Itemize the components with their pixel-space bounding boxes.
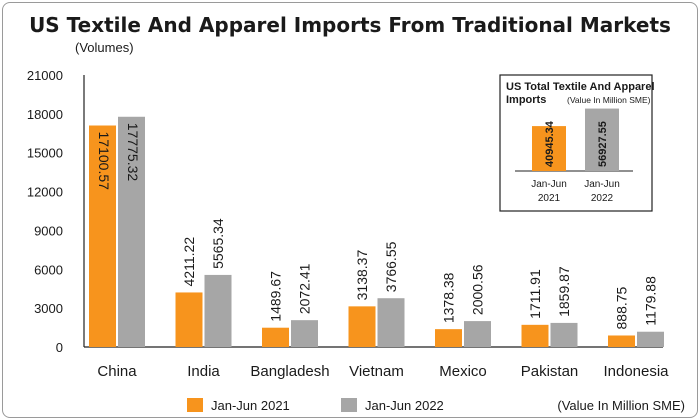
y-tick-label: 15000 — [27, 146, 63, 161]
legend-swatch-2022 — [341, 398, 357, 412]
bar-indonesia-2022 — [637, 331, 664, 347]
y-tick-label: 12000 — [27, 185, 63, 200]
bar-value-label: 17775.32 — [125, 123, 141, 182]
inset-category-label-line2: 2022 — [591, 193, 614, 204]
unit-label: (Volumes) — [75, 40, 134, 55]
inset-title-line2: Imports — [506, 94, 546, 106]
inset-bar-2022 — [585, 108, 619, 171]
bar-value-label: 4211.22 — [181, 237, 197, 287]
inset-category-label-line1: Jan-Jun — [584, 179, 620, 190]
bar-value-label: 1179.88 — [643, 276, 659, 326]
bar-china-2022 — [118, 116, 145, 348]
x-category-label: Pakistan — [521, 363, 579, 380]
legend-label-2021: Jan-Jun 2021 — [211, 398, 290, 413]
legend-label-2022: Jan-Jun 2022 — [365, 398, 444, 413]
y-ticks: 0 3000 6000 9000 12000 15000 18000 21000 — [27, 68, 63, 355]
inset-box — [499, 74, 653, 212]
inset-category-label-line2: 2021 — [538, 193, 561, 204]
bar-indonesia-2021 — [608, 335, 635, 347]
inset-subtitle: (Value In Million SME) — [567, 95, 651, 105]
bar-mexico-2021 — [435, 329, 462, 347]
inset-bars-group: 40945.34 Jan-Jun 2021 56927.55 Jan-Jun 2022 — [531, 108, 620, 204]
bars-group: 17100.57 17775.32 4211.22 5565.34 1489.67 207… — [89, 116, 664, 348]
inset-bar-value-label: 56927.55 — [597, 121, 609, 167]
bar-vietnam-2021 — [348, 306, 376, 347]
y-tick-label: 18000 — [27, 107, 63, 122]
value-note: (Value In Million SME) — [557, 398, 685, 413]
inset-bar-value-label: 40945.34 — [544, 120, 556, 167]
x-category-label: China — [97, 363, 137, 380]
bar-india-2021 — [175, 292, 203, 347]
inset-bar-2021 — [532, 126, 566, 171]
bar-value-label: 1378.38 — [441, 272, 457, 323]
y-tick-label: 9000 — [34, 223, 63, 238]
bar-value-label: 1711.91 — [527, 269, 543, 319]
bar-value-label: 3138.37 — [354, 250, 370, 301]
bar-mexico-2022 — [464, 321, 491, 347]
bar-value-label: 1859.87 — [556, 266, 572, 317]
x-category-label: Vietnam — [349, 363, 404, 380]
bar-value-label: 2072.41 — [297, 263, 313, 314]
x-category-label: India — [187, 363, 220, 380]
y-tick-label: 0 — [56, 340, 63, 355]
bar-value-label: 17100.57 — [96, 132, 112, 191]
bar-pakistan-2022 — [550, 322, 578, 347]
bar-china-2021 — [89, 125, 116, 348]
bar-value-label: 5565.34 — [210, 218, 226, 269]
legend-swatch-2021 — [187, 398, 203, 412]
bar-value-label: 3766.55 — [383, 241, 399, 292]
inset-category-label-line1: Jan-Jun — [531, 179, 567, 190]
bar-value-label: 2000.56 — [470, 264, 486, 315]
y-tick-label: 3000 — [34, 301, 63, 316]
chart-title: US Textile And Apparel Imports From Trad… — [29, 13, 671, 37]
x-category-label: Bangladesh — [250, 363, 329, 380]
bar-india-2022 — [204, 274, 232, 347]
bar-pakistan-2021 — [521, 324, 549, 347]
y-tick-label: 6000 — [34, 262, 63, 277]
y-tick-label: 21000 — [27, 68, 63, 83]
chart-canvas: US Textile And Apparel Imports From Trad… — [27, 13, 685, 413]
bar-value-label: 1489.67 — [268, 271, 284, 322]
bar-value-label: 888.75 — [614, 286, 630, 329]
bar-bangladesh-2022 — [291, 320, 318, 347]
bar-vietnam-2022 — [377, 298, 405, 347]
x-categories: China India Bangladesh Vietnam Mexico Pakista… — [97, 363, 669, 380]
x-category-label: Indonesia — [603, 363, 669, 380]
x-category-label: Mexico — [439, 363, 487, 380]
bar-bangladesh-2021 — [262, 327, 289, 347]
inset-title-line1: US Total Textile And Apparel — [506, 81, 655, 93]
